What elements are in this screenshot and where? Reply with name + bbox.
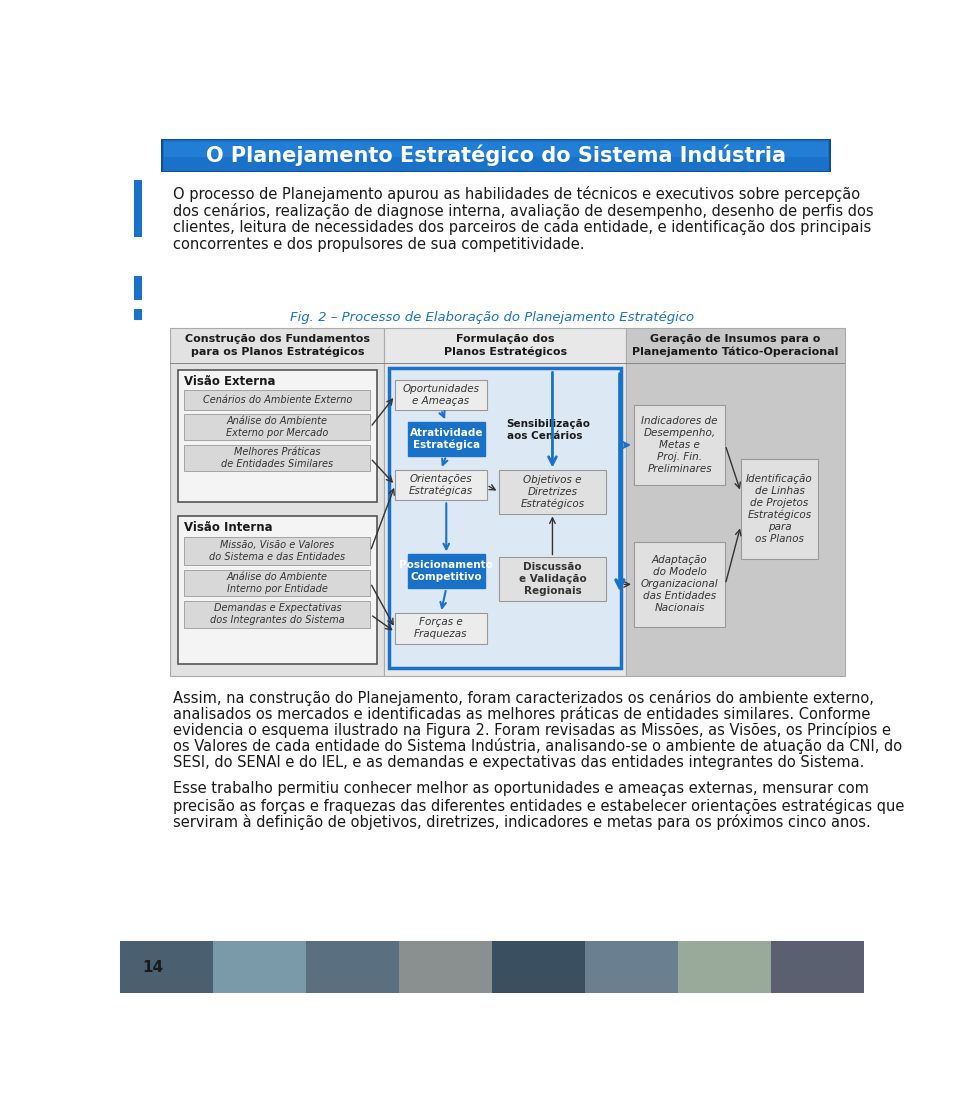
Bar <box>213 941 306 993</box>
Bar <box>162 141 829 171</box>
Text: Cenários do Ambiente Externo: Cenários do Ambiente Externo <box>203 395 352 405</box>
Text: precisão as forças e fraquezas das diferentes entidades e estabelecer orientaçõe: precisão as forças e fraquezas das difer… <box>173 798 904 814</box>
Text: Objetivos e
Diretrizes
Estratégicos: Objetivos e Diretrizes Estratégicos <box>520 474 585 509</box>
Text: Sensibilização
aos Cenários: Sensibilização aos Cenários <box>507 418 590 441</box>
Text: 14: 14 <box>142 960 163 974</box>
Text: Identificação
de Linhas
de Projetos
Estratégicos
para
os Planos: Identificação de Linhas de Projetos Estr… <box>746 473 813 545</box>
Text: Atratividade
Estratégica: Atratividade Estratégica <box>410 427 483 450</box>
Bar <box>634 542 725 627</box>
Bar <box>179 369 376 502</box>
Text: analisados os mercados e identificadas as melhores práticas de entidades similar: analisados os mercados e identificadas a… <box>173 706 870 722</box>
Text: clientes, leitura de necessidades dos parceiros de cada entidade, e identificaçã: clientes, leitura de necessidades dos pa… <box>173 220 871 235</box>
Bar <box>179 516 376 664</box>
Text: os Valores de cada entidade do Sistema Indústria, analisando-se o ambiente de at: os Valores de cada entidade do Sistema I… <box>173 739 901 754</box>
Text: O processo de Planejamento apurou as habilidades de técnicos e executivos sobre : O processo de Planejamento apurou as hab… <box>173 186 860 202</box>
Text: Visão Interna: Visão Interna <box>184 521 273 535</box>
Bar <box>164 142 828 157</box>
Text: Forças e
Fraquezas: Forças e Fraquezas <box>414 617 468 639</box>
Bar <box>120 941 864 993</box>
Text: Geração de Insumos para o
Planejamento Tático-Operacional: Geração de Insumos para o Planejamento T… <box>633 334 838 357</box>
Bar <box>184 600 371 628</box>
Text: Posicionamento
Competitivo: Posicionamento Competitivo <box>399 560 493 583</box>
Text: Visão Externa: Visão Externa <box>184 375 276 388</box>
Bar <box>771 941 864 993</box>
Bar <box>396 470 487 500</box>
Bar <box>399 941 492 993</box>
Bar <box>184 445 371 471</box>
Text: Melhores Práticas
de Entidades Similares: Melhores Práticas de Entidades Similares <box>221 448 333 469</box>
Text: Assim, na construção do Planejamento, foram caracterizados os cenários do ambien: Assim, na construção do Planejamento, fo… <box>173 690 874 705</box>
Text: Esse trabalho permitiu conhecer melhor as oportunidades e ameaças externas, mens: Esse trabalho permitiu conhecer melhor a… <box>173 781 869 797</box>
Text: Construção dos Fundamentos
para os Planos Estratégicos: Construção dos Fundamentos para os Plano… <box>185 334 370 357</box>
Bar <box>134 180 141 235</box>
Bar <box>396 613 487 644</box>
Text: O Planejamento Estratégico do Sistema Indústria: O Planejamento Estratégico do Sistema In… <box>205 145 786 166</box>
Bar <box>408 555 485 588</box>
Text: dos cenários, realização de diagnose interna, avaliação de desempenho, desenho d: dos cenários, realização de diagnose int… <box>173 203 874 219</box>
Bar <box>585 941 678 993</box>
Bar <box>389 368 621 668</box>
Text: Indicadores de
Desempenho,
Metas e
Proj. Fin.
Preliminares: Indicadores de Desempenho, Metas e Proj.… <box>641 416 718 474</box>
Bar <box>499 471 606 513</box>
Text: Oportunidades
e Ameaças: Oportunidades e Ameaças <box>402 384 479 406</box>
Bar <box>626 328 845 676</box>
Text: Orientações
Estratégicas: Orientações Estratégicas <box>409 473 473 497</box>
Bar <box>634 405 725 485</box>
Bar <box>741 459 818 559</box>
Bar <box>134 309 141 319</box>
Bar <box>384 328 626 676</box>
Text: Análise do Ambiente
Externo por Mercado: Análise do Ambiente Externo por Mercado <box>227 416 328 439</box>
Bar <box>492 941 585 993</box>
Text: serviram à definição de objetivos, diretrizes, indicadores e metas para os próxi: serviram à definição de objetivos, diret… <box>173 814 871 830</box>
Bar <box>499 557 606 600</box>
Text: Discussão
e Validação
Regionais: Discussão e Validação Regionais <box>518 562 587 596</box>
Bar <box>306 941 399 993</box>
Text: Demandas e Expectativas
dos Integrantes do Sistema: Demandas e Expectativas dos Integrantes … <box>210 604 345 625</box>
Bar <box>134 277 141 299</box>
Text: Missão, Visão e Valores
do Sistema e das Entidades: Missão, Visão e Valores do Sistema e das… <box>209 540 346 562</box>
Bar <box>408 422 485 455</box>
Bar <box>184 570 371 596</box>
Bar <box>184 389 371 410</box>
Text: Formulação dos
Planos Estratégicos: Formulação dos Planos Estratégicos <box>444 334 566 357</box>
Text: Fig. 2 – Processo de Elaboração do Planejamento Estratégico: Fig. 2 – Processo de Elaboração do Plane… <box>290 311 694 324</box>
Text: evidencia o esquema ilustrado na Figura 2. Foram revisadas as Missões, as Visões: evidencia o esquema ilustrado na Figura … <box>173 722 891 738</box>
Bar <box>120 941 213 993</box>
Bar <box>170 328 384 676</box>
Text: SESI, do SENAI e do IEL, e as demandas e expectativas das entidades integrantes : SESI, do SENAI e do IEL, e as demandas e… <box>173 754 864 770</box>
Text: concorrentes e dos propulsores de sua competitividade.: concorrentes e dos propulsores de sua co… <box>173 237 585 252</box>
Bar <box>396 381 487 410</box>
Bar <box>184 414 371 441</box>
Bar <box>161 138 830 172</box>
Bar <box>184 538 371 565</box>
Bar <box>678 941 771 993</box>
Text: Adaptação
do Modelo
Organizacional
das Entidades
Nacionais: Adaptação do Modelo Organizacional das E… <box>640 556 718 614</box>
Text: Análise do Ambiente
Interno por Entidade: Análise do Ambiente Interno por Entidade <box>227 571 327 594</box>
